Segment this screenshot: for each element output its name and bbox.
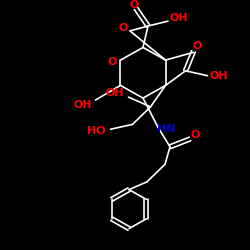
Text: OH: OH [170,13,188,23]
Text: O: O [118,23,128,33]
Text: O: O [129,0,139,10]
Text: OH: OH [73,100,92,110]
Text: HN: HN [157,124,175,134]
Text: OH: OH [105,88,124,98]
Text: O: O [190,130,200,140]
Text: O: O [108,57,117,67]
Text: O: O [193,42,202,51]
Text: HO: HO [87,126,106,136]
Text: OH: OH [209,71,228,81]
